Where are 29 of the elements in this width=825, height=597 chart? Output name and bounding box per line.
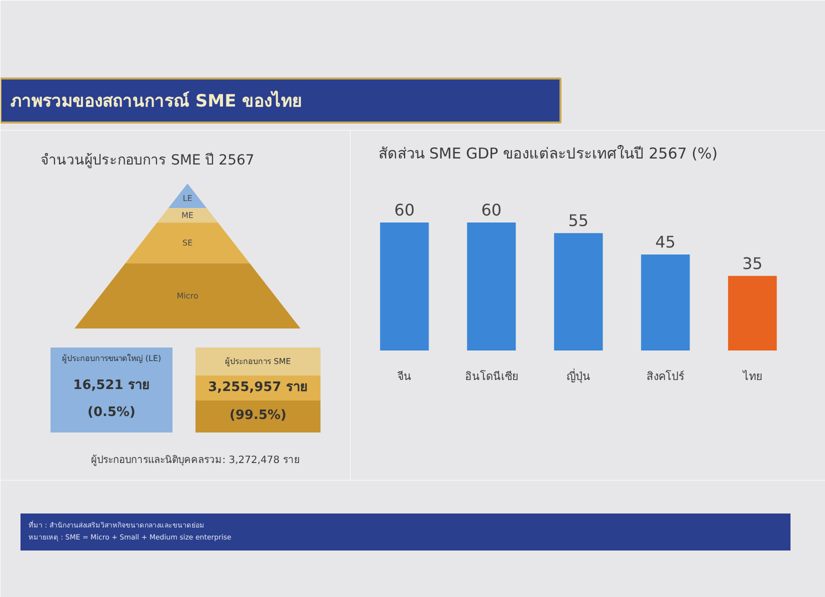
bar	[380, 222, 429, 350]
data-label: 60	[481, 200, 502, 220]
bar	[554, 233, 603, 350]
bar	[467, 222, 516, 350]
text: (99.5%)	[230, 408, 286, 423]
x-tick-label: อินโดนีเซีย	[464, 369, 518, 383]
text: 16,521 ราย	[73, 378, 150, 393]
category-label: Micro	[176, 291, 198, 300]
data-label: 45	[655, 232, 676, 252]
category-label: SE	[182, 238, 193, 248]
category-label: LE	[182, 194, 192, 203]
text: ผู้ประกอบการ SME	[225, 357, 291, 367]
bar	[641, 254, 690, 350]
x-tick-label: ญี่ปุ่น	[566, 368, 590, 383]
data-label: 60	[394, 200, 415, 220]
data-label: 55	[568, 211, 589, 230]
x-tick-label: สิงคโปร์	[646, 369, 684, 383]
text: ภาพรวมของสถานการณ์ SME ของไทย	[10, 90, 302, 112]
text: (0.5%)	[88, 405, 136, 420]
x-tick-label: จีน	[396, 370, 412, 383]
text: ผู้ประกอบการและนิติบุคคลรวม: 3,272,478 ราย	[91, 454, 300, 466]
chart-title: สัดส่วน SME GDP ของแต่ละประเทศในปี 2567 (%)	[378, 144, 718, 162]
data-label: 35	[742, 254, 763, 273]
text: ผู้ประกอบการขนาดใหญ่ (LE)	[62, 354, 162, 364]
text: 3,255,957 ราย	[208, 380, 308, 395]
category-label: ME	[182, 210, 194, 220]
text: จำนวนผู้ประกอบการ SME ปี 2567	[40, 152, 254, 168]
bar	[728, 276, 777, 350]
x-tick-label: ไทย	[742, 370, 762, 383]
